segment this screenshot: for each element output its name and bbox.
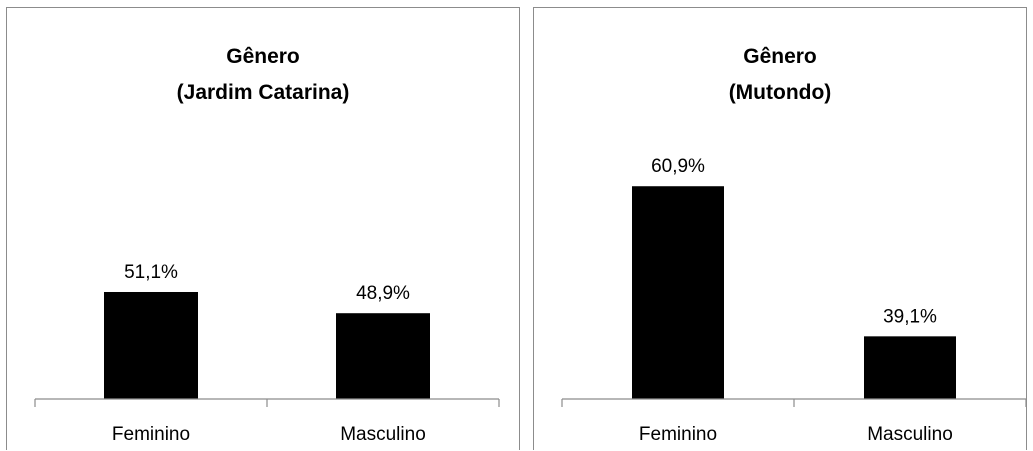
chart-panel-jardim-catarina: Gênero (Jardim Catarina) 51,1% 48,9% Femi… (6, 7, 520, 450)
chart-title-line-1: Gênero (226, 45, 300, 68)
bar-feminino (632, 186, 724, 399)
data-label-masculino: 48,9% (356, 283, 410, 304)
bar-feminino (104, 291, 198, 399)
data-label-masculino: 39,1% (883, 306, 937, 327)
chart-title-line-2: (Mutondo) (729, 81, 832, 104)
chart-title-line-1: Gênero (743, 45, 817, 68)
bar-masculino (864, 336, 956, 399)
x-tick-label-masculino: Masculino (340, 424, 426, 445)
x-tick-label-masculino: Masculino (867, 424, 953, 445)
chart-title-line-2: (Jardim Catarina) (177, 81, 350, 104)
chart-jardim-catarina: Gênero (Jardim Catarina) 51,1% 48,9% Femi… (34, 45, 500, 445)
x-tick-label-feminino: Feminino (639, 424, 717, 445)
data-label-feminino: 51,1% (124, 262, 178, 283)
data-label-feminino: 60,9% (651, 156, 705, 177)
chart-panel-mutondo: Gênero (Mutondo) 60,9% 39,1% Feminino Masc… (533, 7, 1027, 450)
x-tick-label-feminino: Feminino (112, 424, 190, 445)
bar-masculino (336, 313, 430, 399)
chart-mutondo: Gênero (Mutondo) 60,9% 39,1% Feminino Masc… (561, 45, 1026, 445)
